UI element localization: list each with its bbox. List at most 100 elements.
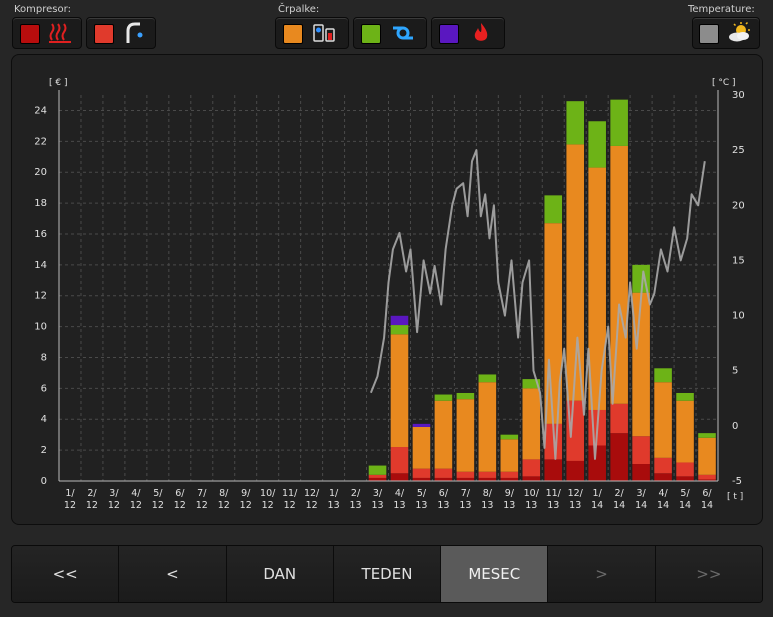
y-tick-label: 2 [41,445,47,456]
x-tick-label: 6/12 [174,488,186,511]
bar-segment [610,433,628,481]
temperature-swatch [699,24,719,44]
flame-icon [474,23,488,41]
temperature-label: Temperature: [688,4,755,15]
y2-tick-label: 25 [732,145,745,156]
temperature-series [369,149,706,460]
bar-segment [368,477,387,481]
y-tick-label: 4 [41,414,47,425]
toggle-aux-heater[interactable] [431,17,505,49]
bar-segment [434,468,453,478]
toggle-heating[interactable] [12,17,82,49]
x-tick-label: 4/14 [657,488,669,511]
bar-segment [412,426,431,469]
bar-segment [566,400,585,461]
bar-segment [654,473,672,481]
month-button[interactable]: MESEC [441,546,549,602]
x-tick-label: 6/13 [437,488,449,511]
toggle-hot-water[interactable] [86,17,156,49]
bar-segment [676,400,694,463]
bar-segment [588,121,606,168]
chart-grid [58,95,719,482]
x-tick-label: 9/12 [240,488,252,511]
prev-button[interactable]: < [119,546,227,602]
ground-pump-swatch [283,24,303,44]
bar-segment [522,476,541,481]
bar-segment [434,477,453,481]
y-tick-label: 16 [34,229,47,240]
x-axis-label: [ t ] [727,492,743,502]
energy-cost-chart: 024681012141618202224-50510152025301/122… [34,78,745,511]
bar-segment [698,437,716,475]
heating-waves-icon [49,23,71,43]
y-tick-label: 0 [41,476,47,487]
bar-segment [522,459,541,477]
bar-segment [412,468,431,478]
x-tick-label: 6/14 [701,488,713,511]
bar-segment [434,400,453,469]
bar-segment [676,462,694,477]
next-button[interactable]: > [548,546,656,602]
x-tick-label: 1/12 [64,488,76,511]
heating-swatch [20,24,40,44]
x-tick-label: 7/13 [459,488,471,511]
bar-segment [412,423,431,427]
crpalke-label: Črpalke: [278,4,320,15]
bar-segment [544,459,563,481]
bar-segment [654,368,672,383]
toggle-circulation-pump[interactable] [353,17,427,49]
y-tick-label: 12 [34,291,47,302]
x-tick-label: 2/13 [350,488,362,511]
bar-segment [654,457,672,474]
bar-segment [698,479,716,481]
y-tick-label: 24 [34,105,47,116]
x-tick-label: 8/12 [218,488,230,511]
x-tick-label: 2/12 [86,488,98,511]
bar-segment [390,334,409,448]
y-tick-label: 22 [34,136,47,147]
x-tick-label: 1/13 [328,488,340,511]
y2-tick-label: -5 [732,476,742,487]
x-tick-label: 11/12 [282,488,298,511]
x-tick-label: 5/14 [679,488,691,511]
bar-segment [478,471,497,478]
x-tick-label: 4/12 [130,488,142,511]
bar-segment [654,382,672,458]
bar-segment [456,477,475,481]
kompresor-label: Kompresor: [14,4,71,15]
bar-segment [588,445,606,481]
bar-segment [632,464,650,481]
bar-segment [566,144,585,401]
bar-segment [588,167,606,410]
bar-segment [456,392,475,400]
bar-segment [412,477,431,481]
last-button[interactable]: >> [655,546,762,602]
toggle-ground-pump[interactable] [275,17,349,49]
y-axis-label: [ € ] [49,78,67,88]
bar-segment [610,145,628,404]
x-tick-label: 3/13 [371,488,383,511]
x-tick-label: 10/12 [260,488,276,511]
bar-segment [390,325,409,335]
x-tick-label: 7/12 [196,488,208,511]
x-tick-label: 4/13 [393,488,405,511]
first-button[interactable]: << [12,546,120,602]
bar-segment [676,392,694,401]
toggle-temperature[interactable] [692,17,760,49]
x-tick-label: 3/12 [108,488,120,511]
y-tick-label: 18 [34,198,47,209]
bar-segment [500,434,519,440]
bar-segment [632,292,650,437]
bar-segment [368,474,387,478]
bar-segment [478,477,497,481]
week-button[interactable]: TEDEN [333,546,442,602]
day-button[interactable]: DAN [226,546,334,602]
bar-segment [544,195,563,224]
bar-segment [500,471,519,478]
y2-tick-label: 30 [732,90,745,101]
bar-segment [676,476,694,481]
y-tick-label: 14 [34,260,47,271]
x-tick-label: 12/13 [568,488,584,511]
y2-tick-label: 10 [732,311,745,322]
bar-segment [610,99,628,146]
